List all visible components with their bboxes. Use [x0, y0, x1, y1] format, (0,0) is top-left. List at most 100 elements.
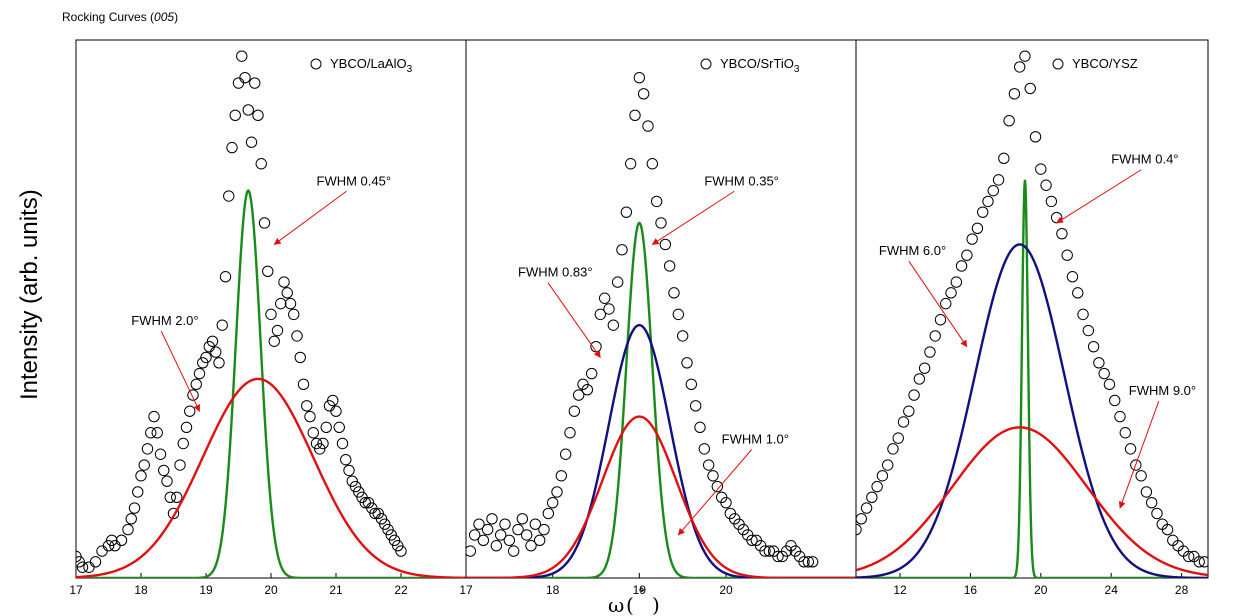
plot-frame	[855, 39, 1209, 579]
data-point	[229, 109, 241, 122]
data-point	[966, 233, 978, 245]
data-point	[659, 238, 672, 251]
data-point	[1140, 486, 1153, 498]
data-point	[281, 287, 293, 299]
data-point	[343, 464, 355, 477]
data-point	[375, 513, 388, 525]
data-point	[190, 378, 202, 391]
data-point	[913, 373, 926, 385]
data-point	[772, 550, 784, 563]
data-point	[945, 287, 957, 299]
data-point	[128, 502, 141, 514]
data-point	[148, 410, 160, 423]
data-point	[158, 464, 170, 477]
data-point	[164, 491, 176, 503]
data-point	[607, 319, 620, 331]
data-point	[1035, 163, 1047, 175]
fwhm-annotation: FWHM 0.4°	[1111, 152, 1178, 167]
data-point	[876, 470, 889, 482]
data-point	[340, 453, 352, 466]
annotation-arrow	[1118, 400, 1160, 509]
data-point	[802, 556, 815, 568]
data-point	[1109, 394, 1121, 407]
data-point	[525, 540, 537, 552]
data-point	[637, 88, 650, 100]
data-point	[135, 470, 147, 482]
data-point	[249, 77, 261, 89]
annotation-arrow	[908, 260, 968, 348]
data-point	[278, 276, 290, 288]
data-point	[385, 529, 397, 541]
data-point	[1008, 88, 1021, 100]
data-point	[122, 523, 134, 536]
data-point	[620, 206, 633, 218]
data-point	[275, 297, 287, 310]
data-point	[866, 491, 878, 503]
data-point	[711, 480, 724, 493]
data-point	[512, 523, 524, 536]
data-point	[333, 421, 345, 434]
data-point	[546, 496, 559, 509]
data-point	[698, 443, 711, 455]
data-point	[314, 443, 326, 455]
data-point	[746, 534, 758, 547]
annotation-arrow	[651, 190, 735, 245]
data-point	[1145, 496, 1158, 509]
plot-area	[856, 50, 1208, 578]
x-tick-label: 21	[329, 583, 343, 597]
data-point	[184, 405, 196, 417]
x-tick-label: 20	[719, 583, 733, 597]
data-point	[180, 421, 193, 434]
data-point	[598, 292, 611, 304]
x-tick-label: 19	[199, 583, 213, 597]
data-point	[689, 400, 702, 412]
data-point	[1019, 50, 1031, 62]
data-point	[477, 534, 490, 547]
data-point	[268, 335, 280, 347]
annotation-arrow	[547, 282, 601, 358]
data-point	[897, 416, 910, 428]
data-point	[555, 470, 568, 482]
data-point	[1003, 115, 1015, 127]
data-point	[559, 448, 572, 460]
data-point	[903, 405, 915, 417]
x-tick-label: 19	[633, 583, 647, 597]
data-point	[76, 561, 89, 573]
data-point	[102, 540, 115, 552]
data-point	[271, 324, 284, 337]
title-emphasis: 005	[154, 10, 175, 24]
data-point	[564, 427, 576, 439]
data-point	[977, 206, 989, 218]
data-point	[611, 276, 624, 288]
data-point	[1066, 271, 1079, 283]
green-fit-curve	[76, 189, 466, 578]
data-point	[346, 475, 358, 487]
data-point	[125, 513, 137, 525]
data-point	[151, 427, 163, 439]
data-point	[987, 184, 999, 197]
red-fit-curve	[856, 426, 1208, 577]
data-point	[940, 297, 952, 310]
data-point	[83, 561, 95, 573]
data-point	[1082, 324, 1095, 337]
data-point	[379, 518, 391, 530]
figure-title: Rocking Curves (005)	[62, 10, 178, 24]
data-point	[663, 260, 676, 272]
title-end: )	[174, 10, 179, 24]
data-point	[676, 330, 689, 342]
data-point	[672, 308, 685, 321]
data-point	[642, 120, 654, 132]
legend-label: YBCO/LaAlO3	[330, 56, 413, 75]
legend-label: YBCO/YSZ	[1072, 56, 1138, 71]
data-point	[392, 540, 404, 552]
data-point	[213, 357, 225, 369]
data-point	[252, 109, 264, 122]
legend-subscript: 3	[407, 64, 413, 75]
data-point	[871, 480, 883, 493]
data-point	[1072, 287, 1084, 299]
data-point	[1114, 410, 1126, 423]
data-point	[291, 330, 303, 342]
data-point	[1198, 556, 1208, 568]
data-point	[239, 71, 251, 84]
